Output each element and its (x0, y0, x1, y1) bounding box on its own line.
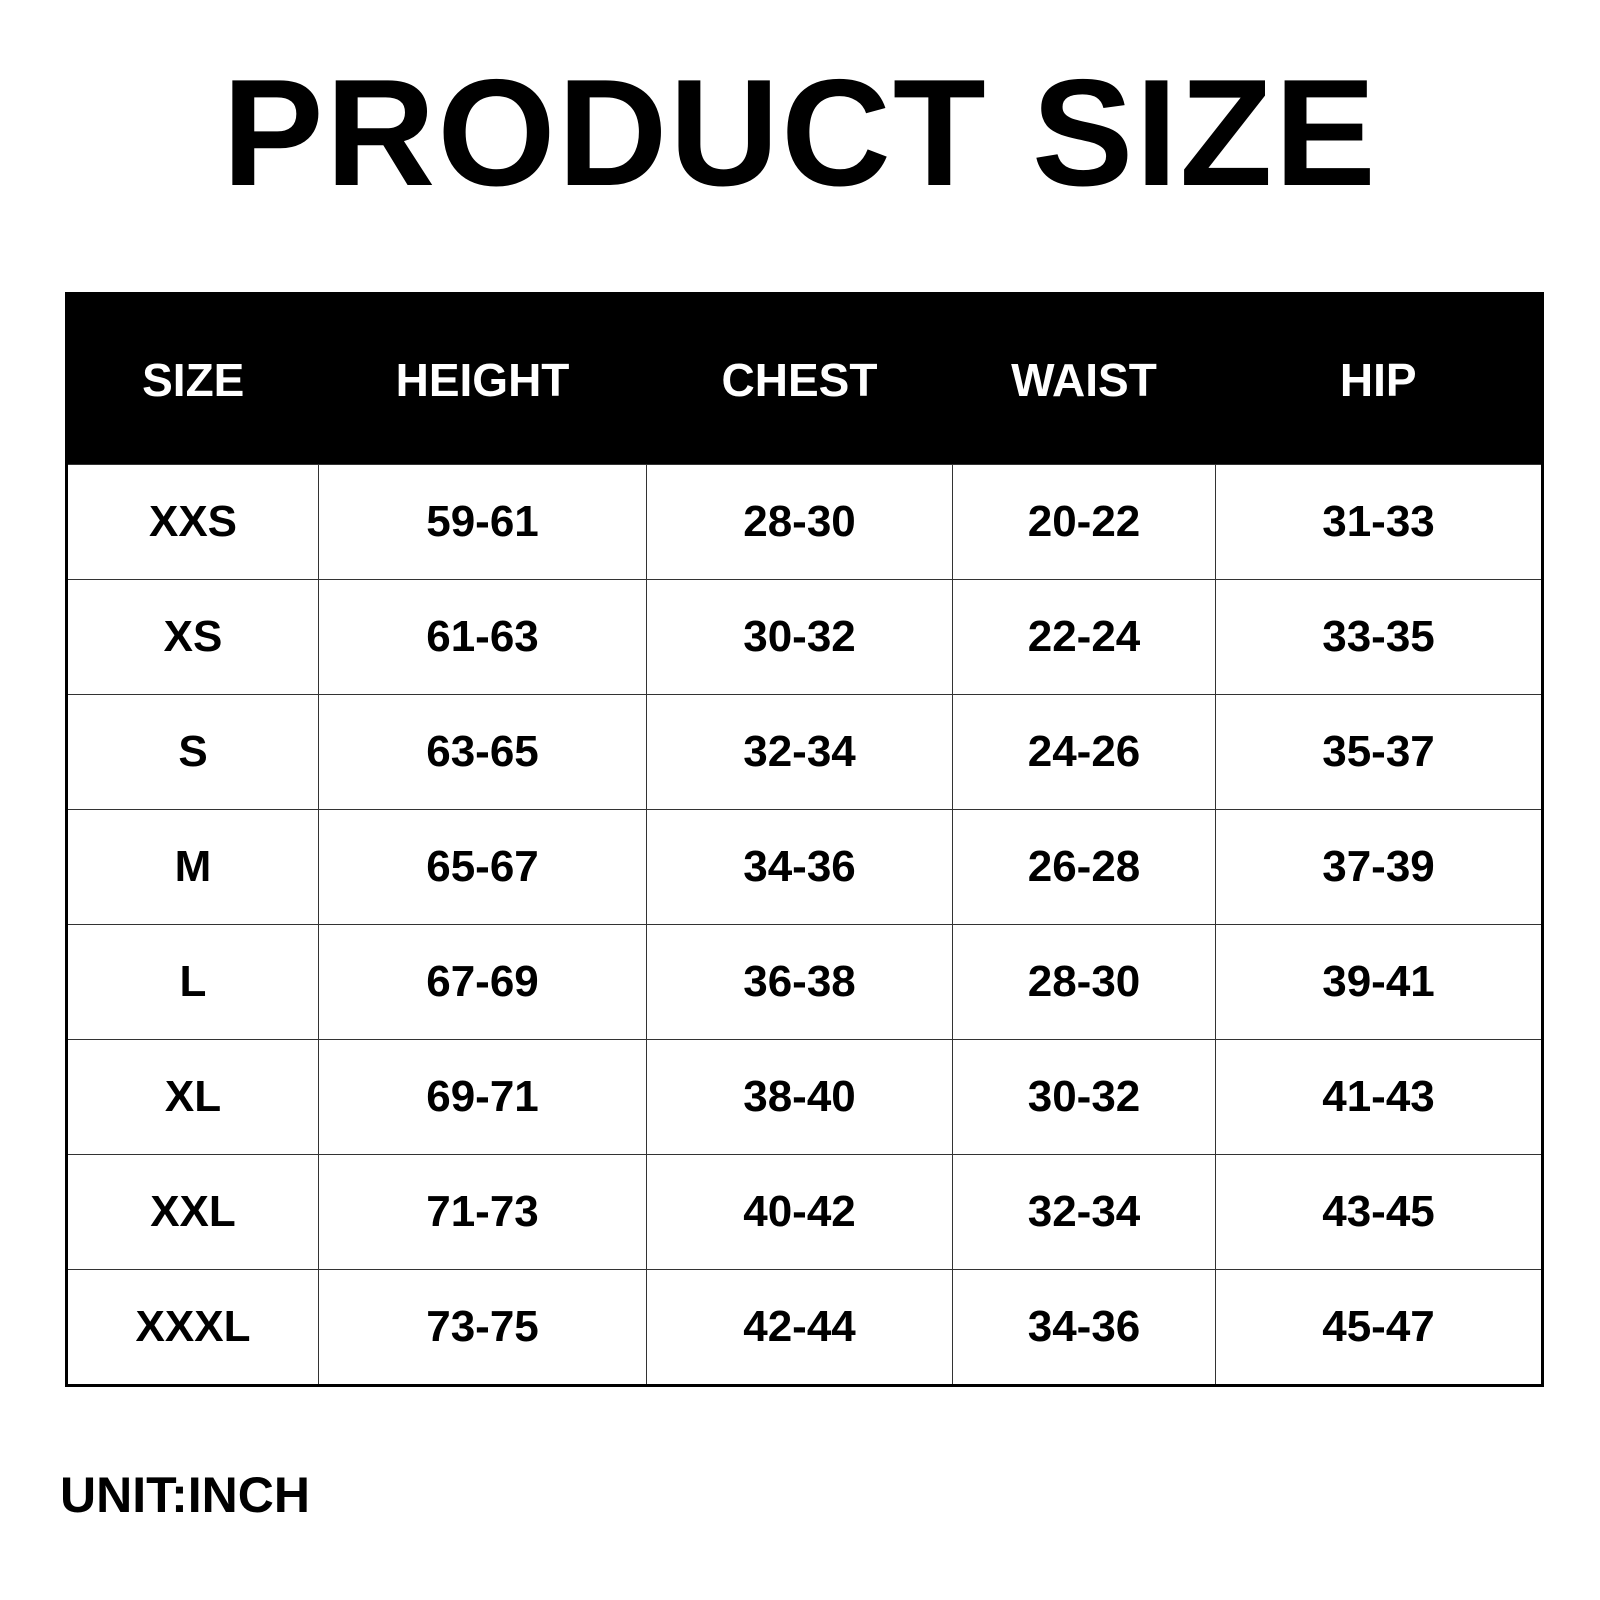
cell-size: XL (66, 1039, 319, 1155)
table-row: XXL 71-73 40-42 32-34 43-45 (66, 1154, 1543, 1270)
cell-waist: 20-22 (952, 464, 1216, 580)
cell-chest: 28-30 (646, 464, 953, 580)
cell-hip: 37-39 (1215, 809, 1543, 925)
table-row: XL 69-71 38-40 30-32 41-43 (66, 1039, 1543, 1155)
cell-chest: 42-44 (646, 1269, 953, 1386)
cell-size: S (66, 694, 319, 810)
cell-size: XXS (66, 464, 319, 580)
column-header-hip: HIP (1215, 293, 1543, 465)
cell-height: 71-73 (318, 1154, 647, 1270)
cell-size: XXL (66, 1154, 319, 1270)
table-row: S 63-65 32-34 24-26 35-37 (66, 694, 1543, 810)
cell-chest: 38-40 (646, 1039, 953, 1155)
page-title: PRODUCT SIZE (222, 48, 1378, 218)
unit-label: UNIT:INCH (60, 1467, 310, 1523)
cell-size: L (66, 924, 319, 1040)
cell-height: 59-61 (318, 464, 647, 580)
cell-chest: 40-42 (646, 1154, 953, 1270)
cell-height: 61-63 (318, 579, 647, 695)
cell-height: 73-75 (318, 1269, 647, 1386)
cell-hip: 39-41 (1215, 924, 1543, 1040)
cell-chest: 34-36 (646, 809, 953, 925)
cell-waist: 26-28 (952, 809, 1216, 925)
cell-waist: 24-26 (952, 694, 1216, 810)
cell-hip: 41-43 (1215, 1039, 1543, 1155)
column-header-chest: CHEST (646, 293, 953, 465)
table-row: L 67-69 36-38 28-30 39-41 (66, 924, 1543, 1040)
cell-height: 65-67 (318, 809, 647, 925)
cell-hip: 31-33 (1215, 464, 1543, 580)
cell-size: XXXL (66, 1269, 319, 1386)
column-header-size: SIZE (66, 293, 319, 465)
table-row: XS 61-63 30-32 22-24 33-35 (66, 579, 1543, 695)
cell-height: 67-69 (318, 924, 647, 1040)
cell-waist: 28-30 (952, 924, 1216, 1040)
cell-waist: 22-24 (952, 579, 1216, 695)
cell-waist: 34-36 (952, 1269, 1216, 1386)
size-chart-table: SIZE HEIGHT CHEST WAIST HIP XXS 59-61 28-30 20-… (65, 292, 1544, 1387)
table-row: XXXL 73-75 42-44 34-36 45-47 (66, 1269, 1543, 1386)
table-row: M 65-67 34-36 26-28 37-39 (66, 809, 1543, 925)
header-row: SIZE HEIGHT CHEST WAIST HIP (66, 293, 1543, 465)
cell-hip: 43-45 (1215, 1154, 1543, 1270)
cell-height: 63-65 (318, 694, 647, 810)
table-row: XXS 59-61 28-30 20-22 31-33 (66, 464, 1543, 580)
cell-waist: 30-32 (952, 1039, 1216, 1155)
cell-hip: 35-37 (1215, 694, 1543, 810)
cell-height: 69-71 (318, 1039, 647, 1155)
cell-chest: 32-34 (646, 694, 953, 810)
cell-waist: 32-34 (952, 1154, 1216, 1270)
cell-chest: 30-32 (646, 579, 953, 695)
column-header-waist: WAIST (952, 293, 1216, 465)
cell-size: M (66, 809, 319, 925)
cell-chest: 36-38 (646, 924, 953, 1040)
cell-hip: 45-47 (1215, 1269, 1543, 1386)
cell-size: XS (66, 579, 319, 695)
column-header-height: HEIGHT (318, 293, 647, 465)
cell-hip: 33-35 (1215, 579, 1543, 695)
